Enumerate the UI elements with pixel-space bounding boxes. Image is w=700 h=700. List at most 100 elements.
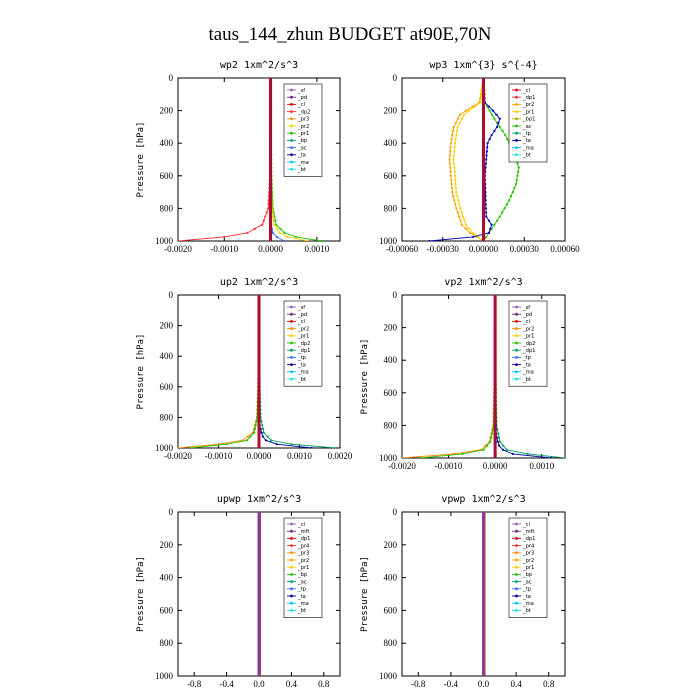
x-tick-label: -0.0010 [205,451,233,461]
x-tick-label: 0.8 [543,679,555,689]
legend-label: _ac [297,145,307,151]
series-marker-_pr2 [246,435,249,438]
legend-label: _pr2 [522,326,534,332]
series-marker-_dp2 [255,420,258,423]
legend-label: _dp1 [297,536,310,542]
legend-marker-_ma [515,601,518,605]
figure-title: taus_144_zhun BUDGET at90E,70N [208,24,491,45]
series-marker-_pr1 [454,138,457,141]
legend: _cl_mft_dp1_pr4_pr3_pr2_pr1_bp_ac_tp_ta_… [283,517,323,618]
series-marker-_pr1 [458,203,461,206]
x-tick-label: -0.0020 [388,461,416,471]
series-marker-_pr2 [448,154,451,157]
y-axis-label: Pressure [hPa] [360,339,370,415]
legend-label: _pr4 [522,543,535,549]
series-marker-_pr2 [452,195,455,198]
legend: _cl_mft_dp1_pr4_pr3_pr2_pr1_bp_ac_tp_ta_… [508,517,548,618]
series-marker-_ta [486,142,489,145]
legend-marker-_bt [515,153,518,157]
series-marker-_ta [484,162,487,165]
series-marker-_ac [517,166,520,169]
series-marker-_pr2 [460,223,463,226]
x-tick-label: -0.8 [187,679,202,689]
y-tick-label: 400 [384,355,398,365]
legend-label: _bt [522,608,531,614]
y-tick-label: 600 [384,605,398,615]
legend-marker-_ac [515,580,518,583]
series-marker-_pr2 [448,162,451,165]
legend-marker-_dp2 [290,110,293,113]
series-marker-_pr1 [459,207,462,210]
series-marker-_ta [261,435,264,438]
legend-box [283,83,323,177]
series-marker-_dp2 [189,446,192,448]
panel-1: wp3 1xm^{3} s^{-4}02004006008001000-0.00… [379,60,580,254]
series-marker-_ta [487,231,491,234]
series-marker-_pr1 [458,121,461,124]
series-marker-_ta [487,105,491,108]
legend-marker-_pr4 [515,544,518,547]
series-marker-_pr2 [275,227,279,230]
series-marker-_ta [485,215,488,218]
series-marker-_pr2 [456,211,459,214]
legend-marker-_sf [515,305,518,309]
legend-marker-_cl [290,522,293,526]
series-marker-_dp1 [261,423,264,427]
series-marker-_dp1 [498,440,501,443]
y-tick-label: 1000 [379,671,398,681]
series-marker-_pr1 [464,223,467,226]
series-marker-_dp1 [526,452,529,456]
series-marker-_ac [498,215,501,218]
legend-marker-_ma [290,370,293,374]
legend-marker-_pr1 [290,131,293,135]
legend-label: _pr1 [522,565,534,571]
series-marker-_dp1 [261,427,265,430]
series-marker-_ta [264,439,267,442]
legend-label: _bt [522,153,531,159]
legend-label: _dp1 [522,536,535,542]
y-tick-label: 200 [384,323,398,333]
legend-marker-_ta [515,363,518,366]
legend-marker-_dp1 [290,537,293,540]
series-marker-_dp1 [497,436,501,439]
series-marker-_pr2 [306,239,309,241]
series-marker-_pr2 [449,174,452,177]
legend-label: _pr2 [522,102,534,108]
series-marker-_ta [260,431,263,434]
series-marker-_dp2 [490,436,493,439]
series-marker-_pr2 [451,191,454,194]
series-marker-_pr1 [460,117,464,120]
y-tick-label: 800 [160,203,174,213]
series-marker-_pr1 [456,125,459,128]
series-marker-_ac [490,113,494,116]
legend-label: _ma [297,370,309,376]
series-marker-_ta [486,146,489,149]
x-tick-label: 0.0020 [328,451,353,461]
panel-title: wp3 1xm^{3} s^{-4} [429,60,537,71]
series-marker-_pr1 [452,154,456,157]
series-marker-_pr1 [452,162,456,165]
legend-label: _pd [297,312,307,318]
y-tick-label: 800 [160,638,174,648]
legend-label: _pr2 [297,124,309,130]
legend-label: _bt [522,377,531,383]
legend-label: _pr3 [297,551,309,557]
series-marker-_ta [428,239,431,241]
legend-label: _pr3 [522,551,534,557]
legend-label: _cl [297,319,305,325]
panel-0: wp2 1xm^2/s^3 Pressure [hPa] 0 200 400 600 800… [136,60,341,254]
series-marker-_ta [501,448,505,451]
legend-marker-_ac [290,146,293,150]
panel-title: vpwp 1xm^2/s^3 [441,494,525,505]
series-marker-_dp2 [267,203,270,206]
series-lines [428,78,520,241]
legend-label: _pr1 [522,109,534,115]
legend-label: _ma [522,370,534,376]
series-marker-_ac [501,129,504,133]
legend-label: _bp [297,572,308,578]
panel-2: up2 1xm^2/s^3 Pressure [hPa] 0 200 400 600 800… [136,277,353,461]
series-marker-_pr1 [456,195,459,198]
series-marker-_pr1 [452,158,455,161]
series-marker-_pr1 [453,174,457,177]
series-marker-_pr2 [449,166,452,169]
